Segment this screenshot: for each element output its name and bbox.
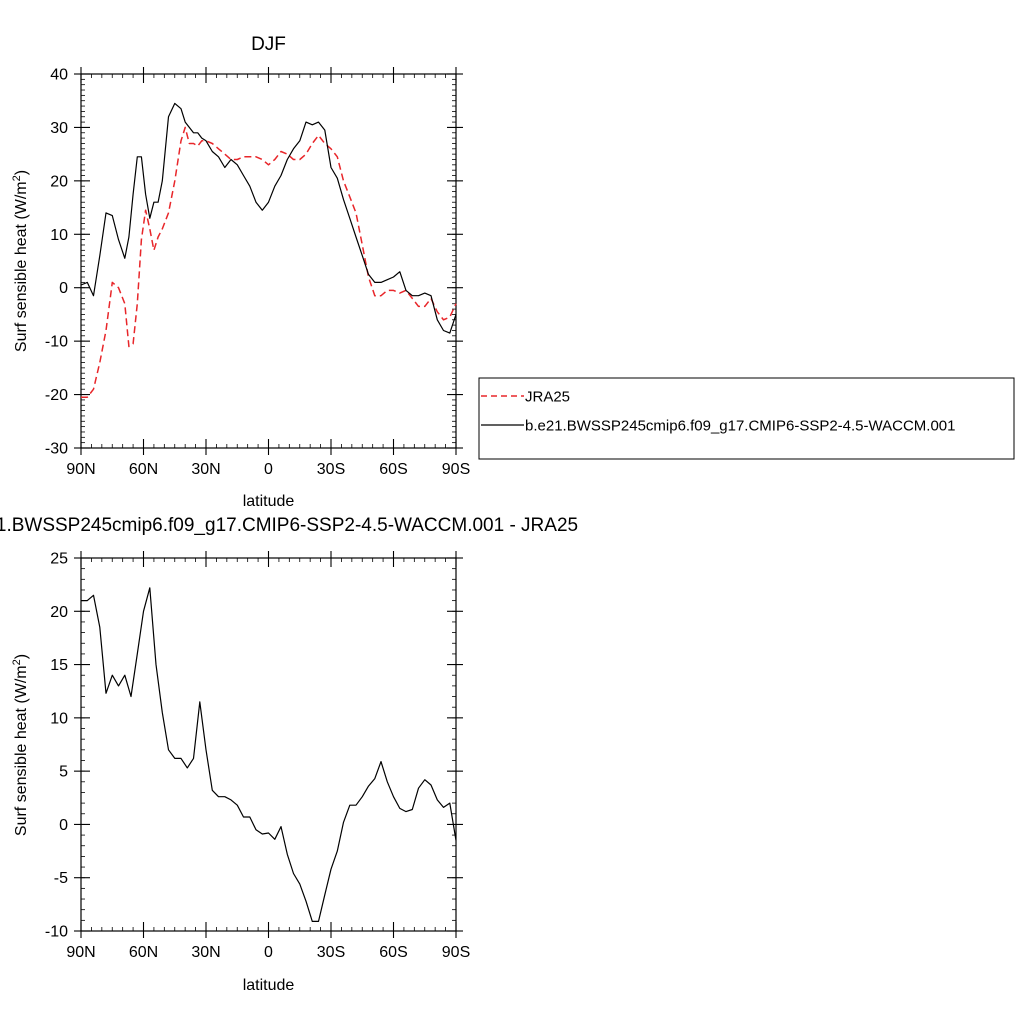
x-tick-label: 0 [264, 944, 273, 961]
bottom-chart-x-axis-label: latitude [243, 977, 295, 994]
bottom-chart: b.e21.BWSSP245cmip6.f09_g17.CMIP6-SSP2-4… [0, 515, 578, 994]
y-tick-label: 0 [59, 280, 68, 297]
y-tick-label: 30 [50, 120, 68, 137]
bottom-chart-series [81, 587, 457, 923]
bottom-chart-y-axis-label-superscript: 2 [11, 659, 23, 665]
y-tick-label: 20 [50, 604, 68, 621]
y-tick-label: -20 [45, 387, 68, 404]
x-tick-label: 60S [379, 461, 407, 478]
bottom-chart-y-axis-label-close: ) [13, 654, 30, 659]
top-chart-series [80, 102, 457, 398]
x-tick-label: 30S [317, 944, 345, 961]
x-tick-label: 30S [317, 461, 345, 478]
y-tick-label: 10 [50, 710, 68, 727]
bottom-chart-y-axis-label: Surf sensible heat (W/m2) [11, 654, 30, 836]
y-tick-label: -30 [45, 441, 68, 458]
x-tick-label: 90S [442, 944, 470, 961]
y-tick-label: 0 [59, 817, 68, 834]
y-tick-label: 20 [50, 173, 68, 190]
bottom-chart-plot-frame [80, 557, 457, 932]
bottom-chart-x-tick-labels: 90N 60N 30N 0 30S 60S 90S [66, 944, 470, 961]
bottom-chart-y-axis-label-main: Surf sensible heat (W/m [13, 665, 30, 836]
y-tick-label: -10 [45, 924, 68, 941]
top-chart-y-tick-labels: -30 -20 -10 0 10 20 30 40 [45, 67, 68, 458]
bottom-chart-title: b.e21.BWSSP245cmip6.f09_g17.CMIP6-SSP2-4… [0, 515, 578, 536]
top-chart-y-axis-label-close: ) [13, 170, 30, 175]
bottom-chart-ticks [74, 551, 463, 938]
top-chart-legend: JRA25 b.e21.BWSSP245cmip6.f09_g17.CMIP6-… [478, 377, 1015, 460]
x-tick-label: 60S [379, 944, 407, 961]
top-chart-x-axis-label: latitude [243, 493, 295, 510]
series-line-jra25 [81, 126, 457, 398]
top-chart-y-axis-label-superscript: 2 [11, 175, 23, 181]
y-tick-label: 10 [50, 227, 68, 244]
x-tick-label: 30N [191, 944, 220, 961]
top-chart-x-tick-labels: 90N 60N 30N 0 30S 60S 90S [66, 461, 470, 478]
top-chart-y-axis-label: Surf sensible heat (W/m2) [11, 170, 30, 352]
x-tick-label: 60N [129, 461, 158, 478]
y-tick-label: 40 [50, 67, 68, 84]
series-line-difference [81, 587, 457, 923]
x-tick-label: 30N [191, 461, 220, 478]
y-tick-label: -10 [45, 334, 68, 351]
x-tick-label: 0 [264, 461, 273, 478]
legend-label-jra25: JRA25 [525, 389, 570, 406]
x-tick-label: 90S [442, 461, 470, 478]
top-chart: DJF 90N 60N 30N 0 30S 60S 90S -30 -20 -10 0 10 20 30… [11, 34, 1015, 510]
top-chart-plot-frame [80, 73, 457, 449]
top-chart-y-axis-label-main: Surf sensible heat (W/m [13, 181, 30, 352]
top-chart-title: DJF [251, 34, 286, 55]
bottom-chart-y-tick-labels: -10 -5 0 5 10 15 20 25 [45, 551, 68, 941]
series-line-b-e21-bwssp245cmip6-f09-g17-cmip6-ssp2-4-5-waccm-001 [80, 102, 457, 334]
top-chart-ticks [74, 67, 463, 455]
legend-box [478, 377, 1015, 460]
y-tick-label: -5 [54, 870, 68, 887]
y-tick-label: 25 [50, 551, 68, 568]
legend-label-model: b.e21.BWSSP245cmip6.f09_g17.CMIP6-SSP2-4… [525, 418, 955, 435]
x-tick-label: 90N [66, 461, 95, 478]
x-tick-label: 90N [66, 944, 95, 961]
x-tick-label: 60N [129, 944, 158, 961]
y-tick-label: 15 [50, 657, 68, 674]
y-tick-label: 5 [59, 764, 68, 781]
